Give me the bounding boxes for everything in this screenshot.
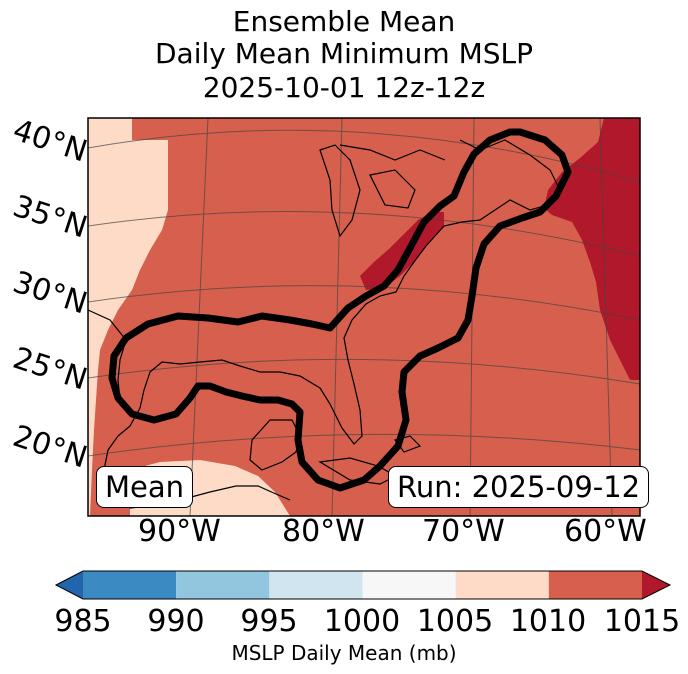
colorbar-tick-1005: 1005 bbox=[416, 604, 494, 639]
colorbar-bin-1010 bbox=[548, 571, 642, 599]
field-1005-1010-west bbox=[88, 118, 168, 516]
annotation-mean: Mean bbox=[96, 466, 194, 508]
colorbar-label: MSLP Daily Mean (mb) bbox=[231, 641, 457, 665]
probability-contour bbox=[108, 128, 572, 492]
colorbar-bin-995 bbox=[269, 571, 363, 599]
annotation-run: Run: 2025-09-12 bbox=[388, 466, 650, 508]
lon-label-90w: 90°W bbox=[138, 514, 221, 549]
colorbar-tick-985: 985 bbox=[54, 604, 112, 639]
chart-title-line1: Ensemble Mean bbox=[232, 5, 456, 38]
colorbar-tick-1000: 1000 bbox=[323, 604, 401, 639]
lon-label-70w: 70°W bbox=[422, 514, 505, 549]
colorbar-extend-high bbox=[642, 571, 670, 599]
colorbar-tick-1010: 1010 bbox=[509, 604, 587, 639]
map-frame bbox=[87, 117, 641, 517]
colorbar-bin-990 bbox=[176, 571, 270, 599]
colorbar-bin-1005 bbox=[455, 571, 549, 599]
colorbar-tick-1015: 1015 bbox=[603, 604, 681, 639]
colorbar-tick-990: 990 bbox=[147, 604, 205, 639]
lon-label-80w: 80°W bbox=[282, 514, 365, 549]
colorbar-extend-low bbox=[56, 571, 83, 599]
colorbar-bin-985 bbox=[83, 571, 177, 599]
colorbar-outline bbox=[54, 570, 672, 600]
lon-label-60w: 60°W bbox=[564, 514, 647, 549]
field-gt1015-coast bbox=[360, 212, 444, 290]
colorbar-bin-1000 bbox=[362, 571, 456, 599]
chart-title-line3: 2025-10-01 12z-12z bbox=[202, 71, 486, 104]
chart-title-line2: Daily Mean Minimum MSLP bbox=[154, 37, 533, 70]
field-gt1015-northeast bbox=[544, 118, 640, 380]
colorbar-tick-995: 995 bbox=[240, 604, 298, 639]
